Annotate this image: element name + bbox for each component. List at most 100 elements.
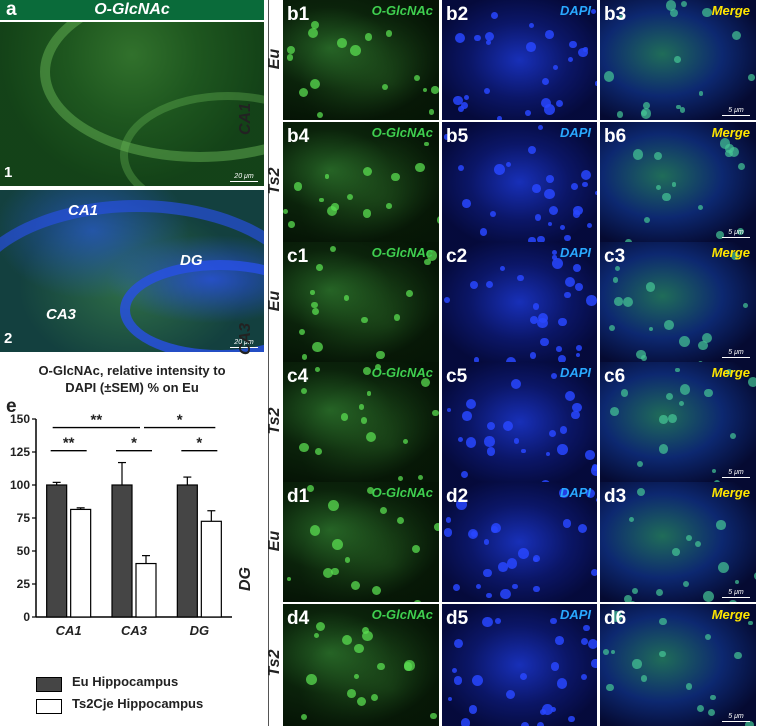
cell-blob [703,591,715,602]
y-tick-label: 25 [17,577,31,591]
cell-blob [555,636,565,645]
cell-blob [513,438,520,445]
cell-blob [629,600,637,602]
bar-eu-ca3 [111,484,133,618]
cell-blob [629,516,635,523]
cell-blob [362,166,373,177]
cell-blob [340,413,349,421]
panel-a-header: a O-GlcNAc [0,0,264,20]
scale-bar-5um-label: 5 μm [728,349,744,356]
scale-bar-2: 20 μm [230,339,258,348]
cell-blob [625,239,632,242]
cell-blob [716,231,725,239]
micrograph-b1: b1 O-GlcNAc [283,0,439,120]
cell-blob [697,205,703,211]
cell-blob [301,713,308,720]
cell-blob [366,487,374,495]
cell-blob [568,56,574,63]
cell-blob [632,149,643,160]
panel-label-c1: c1 [287,246,309,267]
cell-blob [431,86,439,94]
dentate-gyrus-band [120,260,264,352]
stain-label-merge: Merge [711,3,750,18]
cell-blob [494,164,506,176]
cell-blob [678,400,685,407]
y-tick-label: 125 [10,445,30,459]
cell-blob [358,404,365,411]
cell-blob [685,535,692,542]
cell-blob [594,81,597,86]
stain-label-dapi: DAPI [559,3,591,18]
chart-title: O-GlcNAc, relative intensity to DAPI (±S… [0,362,264,396]
cell-blob [610,407,619,416]
stain-label-dapi: DAPI [559,607,591,622]
cell-blob [541,77,549,85]
image-number-1: 1 [4,164,13,181]
panel-label-d4: d4 [287,608,310,629]
x-category-label: DG [190,623,210,638]
cell-blob [432,409,439,417]
cell-blob [332,539,343,550]
cell-blob [661,192,671,202]
scale-bar-5um: 5 μm [722,469,750,478]
cell-blob [539,708,547,716]
region-label-dg: DG [237,567,254,591]
cell-blob [574,282,583,291]
cell-blob [640,675,647,682]
cell-blob [548,205,559,215]
cell-blob [465,398,476,409]
cell-blob [620,389,628,397]
cell-blob [386,203,392,209]
cell-blob [548,429,557,438]
cell-blob [659,415,668,424]
cell-blob [550,372,558,380]
cell-blob [712,468,717,473]
cell-blob [446,408,451,413]
cell-blob [582,181,588,187]
cell-blob [730,251,739,261]
cell-blob [510,379,521,390]
cell-blob [315,448,322,456]
cell-blob [375,363,382,370]
cell-blob [672,548,680,556]
cell-blob [569,40,577,49]
cell-blob [642,102,650,110]
scale-bar-2-label: 20 μm [234,339,254,346]
legend-label-ts2: Ts2Cje Hippocampus [72,696,204,711]
divider-line [268,0,269,726]
cell-blob [532,184,542,194]
cell-blob [649,326,654,331]
cell-blob [616,111,624,119]
cell-blob [299,328,306,335]
micrograph-c1: c1 O-GlcNAc [283,242,439,362]
cell-blob [286,576,292,581]
cell-blob [560,225,565,231]
cell-blob [316,264,324,272]
cell-blob [720,138,731,149]
cell-blob [484,436,495,447]
cell-blob [528,22,535,29]
cell-blob [494,618,501,624]
cell-blob [490,210,497,217]
cell-blob [640,110,647,117]
cell-blob [594,190,597,196]
cell-blob [572,210,581,218]
cell-blob [341,635,352,646]
cell-blob [424,258,432,266]
cell-blob [525,41,536,52]
cell-blob [544,29,554,39]
cell-blob [653,152,662,161]
cell-blob [312,342,323,353]
cell-blob [636,460,643,468]
panel-label-b2: b2 [446,4,469,25]
panel-label-d1: d1 [287,486,310,507]
significance-label: * [177,412,183,429]
cell-blob [397,476,403,482]
cell-blob [512,583,518,590]
scale-bar-5um: 5 μm [722,589,750,598]
cell-blob [533,585,540,593]
y-tick-label: 50 [17,544,31,558]
cell-blob [454,638,464,648]
stain-label-dapi: DAPI [559,245,591,260]
cell-blob [319,197,324,203]
